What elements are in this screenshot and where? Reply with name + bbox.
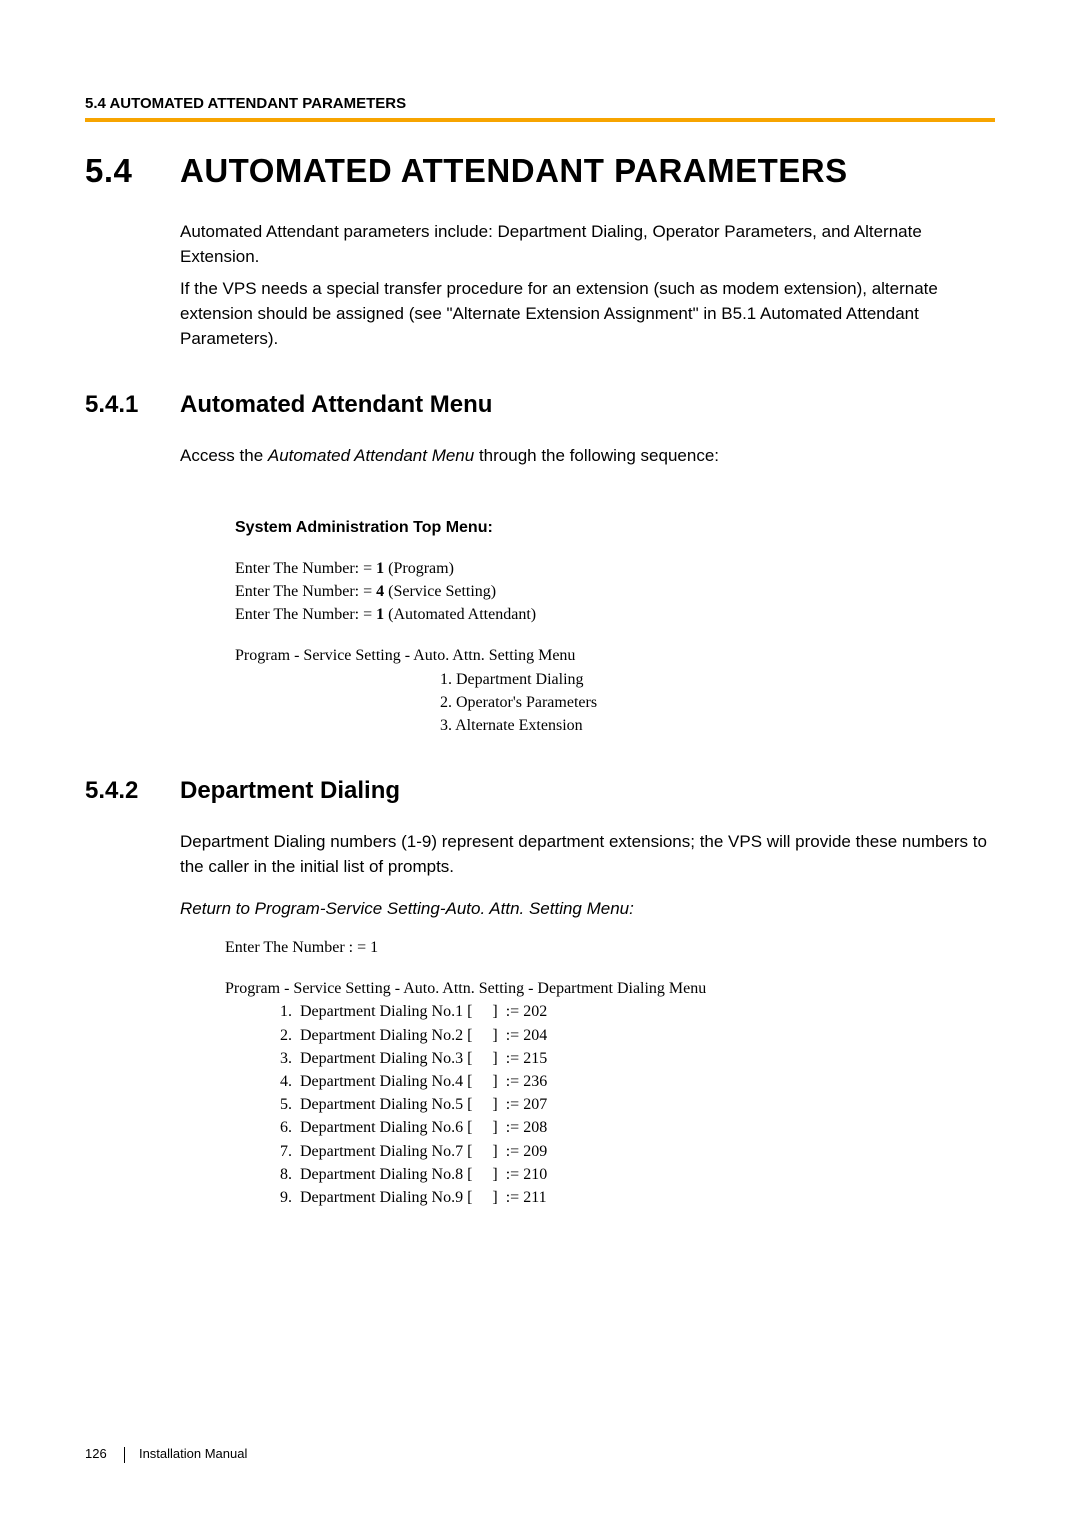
footer-separator [124, 1447, 125, 1463]
dialing-row-9: 9. Department Dialing No.9 [ ] := 211 [280, 1186, 995, 1209]
dialing-row-3: 3. Department Dialing No.3 [ ] := 215 [280, 1047, 995, 1070]
menu-item-3: 3. Alternate Extension [440, 714, 995, 737]
menu-item-1: 1. Department Dialing [440, 668, 995, 691]
return-menu-italic: Return to Program-Service Setting-Auto. … [180, 897, 995, 922]
subsection-542-title: Department Dialing [180, 777, 400, 804]
dept-dialing-block: Enter The Number : = 1 Program - Service… [225, 936, 995, 1209]
access-prefix: Access the [180, 446, 268, 465]
subsection-541-title: Automated Attendant Menu [180, 391, 492, 418]
intro-paragraph-2: If the VPS needs a special transfer proc… [180, 277, 995, 351]
enter-steps-block: Enter The Number: = 1 (Program) Enter Th… [235, 557, 995, 627]
running-head: 5.4 AUTOMATED ATTENDANT PARAMETERS [85, 95, 995, 112]
intro-paragraph-1: Automated Attendant parameters include: … [180, 220, 995, 269]
footer-manual-name: Installation Manual [139, 1446, 247, 1461]
dialing-row-7: 7. Department Dialing No.7 [ ] := 209 [280, 1140, 995, 1163]
dialing-row-1: 1. Department Dialing No.1 [ ] := 202 [280, 1000, 995, 1023]
enter-number-line: Enter The Number : = 1 [225, 936, 995, 959]
dialing-row-6: 6. Department Dialing No.6 [ ] := 208 [280, 1116, 995, 1139]
page-footer: 126 Installation Manual [85, 1446, 247, 1463]
section-title-text: AUTOMATED ATTENDANT PARAMETERS [180, 152, 848, 189]
setting-menu-block: Program - Service Setting - Auto. Attn. … [235, 644, 995, 737]
subsection-542-heading: 5.4.2Department Dialing [85, 777, 995, 805]
section-number: 5.4 [85, 152, 180, 190]
menu-item-2: 2. Operator's Parameters [440, 691, 995, 714]
dept-menu-title: Program - Service Setting - Auto. Attn. … [225, 977, 995, 1000]
page-number: 126 [85, 1446, 107, 1461]
enter-step-3: Enter The Number: = 1 (Automated Attenda… [235, 603, 995, 626]
section-title: 5.4AUTOMATED ATTENDANT PARAMETERS [85, 152, 995, 190]
access-sentence: Access the Automated Attendant Menu thro… [180, 444, 995, 469]
subsection-541-heading: 5.4.1Automated Attendant Menu [85, 391, 995, 419]
page: 5.4 AUTOMATED ATTENDANT PARAMETERS 5.4AU… [0, 0, 1080, 1528]
dept-dialing-paragraph: Department Dialing numbers (1-9) represe… [180, 830, 995, 879]
subsection-541-number: 5.4.1 [85, 391, 180, 419]
subsection-542-number: 5.4.2 [85, 777, 180, 805]
access-italic: Automated Attendant Menu [268, 446, 474, 465]
dept-dialing-list: 1. Department Dialing No.1 [ ] := 202 2.… [280, 1000, 995, 1209]
access-suffix: through the following sequence: [474, 446, 719, 465]
accent-rule [85, 118, 995, 122]
setting-menu-title: Program - Service Setting - Auto. Attn. … [235, 644, 995, 667]
enter-step-2: Enter The Number: = 4 (Service Setting) [235, 580, 995, 603]
dialing-row-5: 5. Department Dialing No.5 [ ] := 207 [280, 1093, 995, 1116]
dialing-row-2: 2. Department Dialing No.2 [ ] := 204 [280, 1024, 995, 1047]
dialing-row-8: 8. Department Dialing No.8 [ ] := 210 [280, 1163, 995, 1186]
top-menu-label: System Administration Top Menu: [235, 519, 995, 537]
enter-step-1: Enter The Number: = 1 (Program) [235, 557, 995, 580]
setting-menu-list: 1. Department Dialing 2. Operator's Para… [440, 668, 995, 738]
dialing-row-4: 4. Department Dialing No.4 [ ] := 236 [280, 1070, 995, 1093]
